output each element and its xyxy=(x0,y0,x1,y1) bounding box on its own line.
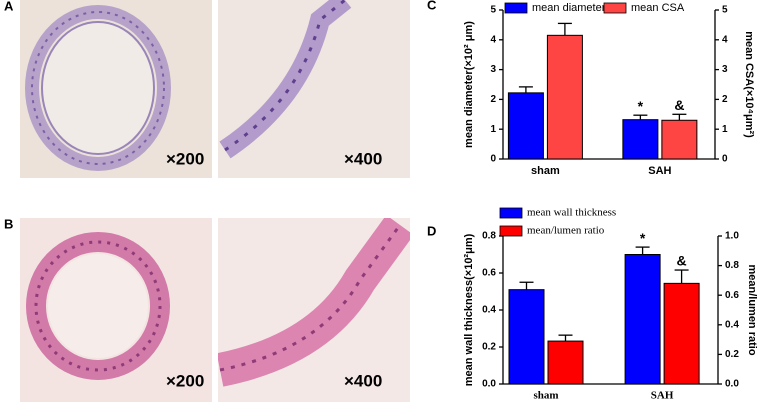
legend-label: mean wall thickness xyxy=(527,207,616,219)
bar xyxy=(546,34,583,160)
panel-label: D xyxy=(427,223,436,238)
tick-label: 5 xyxy=(490,5,496,16)
tick-label: 4 xyxy=(490,34,496,45)
x-tick-label: sham xyxy=(533,390,558,402)
bar xyxy=(661,119,698,160)
tick-label: 2 xyxy=(722,94,728,105)
panel-label: C xyxy=(427,0,437,12)
legend-swatch xyxy=(499,207,523,219)
legend-swatch xyxy=(504,2,528,14)
y-axis-label: mean wall thickness(×10²μm) xyxy=(463,233,475,386)
annotation: * xyxy=(638,98,644,114)
tick-label: 0.6 xyxy=(482,268,496,279)
tick-label: 1 xyxy=(722,124,728,135)
tick-label: 0.0 xyxy=(482,379,496,390)
tick-label: 4 xyxy=(722,34,728,45)
magnification: ×400 xyxy=(344,371,382,390)
tick-label: 1 xyxy=(490,124,496,135)
micrograph xyxy=(218,218,410,402)
tick-label: 1.0 xyxy=(725,231,739,242)
panel-label: A xyxy=(4,0,14,13)
legend-swatch xyxy=(499,225,523,237)
legend-swatch xyxy=(603,2,627,14)
micrograph xyxy=(20,218,212,402)
panel-label: B xyxy=(4,216,13,231)
x-tick-label: sham xyxy=(531,165,560,177)
tick-label: 0.4 xyxy=(482,305,496,316)
annotation: & xyxy=(677,253,687,269)
tick-label: 0.8 xyxy=(725,260,739,271)
x-tick-label: SAH xyxy=(648,165,671,177)
bar xyxy=(663,282,700,385)
magnification: ×200 xyxy=(166,371,204,390)
legend-label: mean diameter xyxy=(532,2,606,14)
tick-label: 0.2 xyxy=(725,349,739,360)
annotation: * xyxy=(640,230,646,246)
bar xyxy=(507,92,544,160)
bar xyxy=(624,254,661,385)
y2-axis-label: mean CSA(×10⁴μm²) xyxy=(743,31,755,138)
magnification: ×400 xyxy=(344,149,382,168)
legend-label: mean/lumen ratio xyxy=(527,225,605,237)
tick-label: 3 xyxy=(722,64,728,75)
x-tick-label: SAH xyxy=(651,390,674,402)
tick-label: 0.2 xyxy=(482,342,496,353)
tick-label: 0.8 xyxy=(482,231,496,242)
chart: D 0.0 0.2 0.4 0.6 0.8 0.0 0.2 0.4 0.6 0.8 1.0 mean w… xyxy=(427,207,758,402)
tick-label: 3 xyxy=(490,64,496,75)
tick-label: 0.6 xyxy=(725,290,739,301)
micrograph xyxy=(218,0,410,178)
micrograph xyxy=(20,0,212,178)
bar xyxy=(622,119,659,160)
tick-label: 5 xyxy=(722,5,728,16)
tick-label: 0 xyxy=(490,154,496,165)
tick-label: 0.0 xyxy=(725,379,739,390)
y-axis-label: mean diameter(×10² μm) xyxy=(463,21,475,148)
tick-label: 0 xyxy=(722,154,728,165)
y2-axis-label: mean/lumen ratio xyxy=(746,264,758,355)
tick-label: 2 xyxy=(490,94,496,105)
legend-label: mean CSA xyxy=(631,2,685,14)
annotation: & xyxy=(674,97,684,113)
bar xyxy=(508,289,545,385)
magnification: ×200 xyxy=(166,149,204,168)
chart: C 0 1 2 3 4 5 0 1 2 3 4 5 mean diameter(×10² μm) mean … xyxy=(427,0,755,177)
tick-label: 0.4 xyxy=(725,319,739,330)
bar xyxy=(547,340,584,385)
